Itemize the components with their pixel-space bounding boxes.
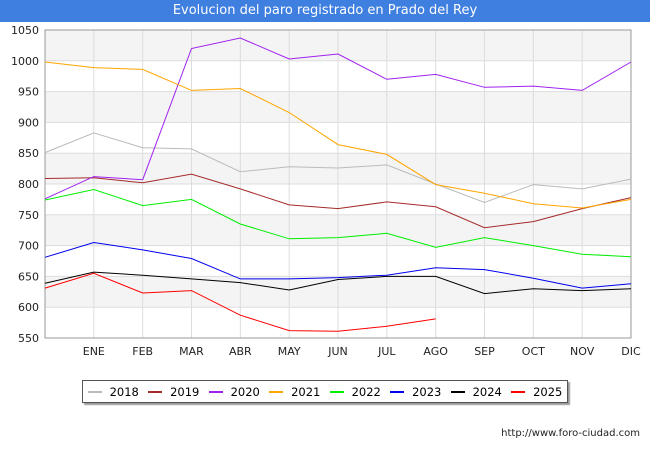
series-line-2025 xyxy=(44,272,436,332)
x-tick-label: AGO xyxy=(423,345,448,358)
plot-area-border xyxy=(44,29,632,339)
y-tick-label: 550 xyxy=(18,332,39,345)
legend-swatch xyxy=(450,390,465,393)
y-tick-label: 800 xyxy=(18,178,39,191)
y-tick-label: 1050 xyxy=(11,24,39,37)
x-tick-label: ABR xyxy=(229,345,252,358)
y-tick-label: 650 xyxy=(18,270,39,283)
legend-item-2020: 2020 xyxy=(208,384,260,399)
y-tick-label: 600 xyxy=(18,301,39,314)
legend-label: 2020 xyxy=(230,384,260,399)
legend-item-2018: 2018 xyxy=(87,384,139,399)
legend-label: 2025 xyxy=(533,384,563,399)
legend-swatch xyxy=(148,390,163,393)
legend-item-2025: 2025 xyxy=(511,385,562,399)
legend-swatch xyxy=(87,390,102,393)
x-tick-label: SEP xyxy=(474,345,495,358)
y-tick-label: 900 xyxy=(18,116,39,129)
series-line-2019 xyxy=(44,173,632,229)
series-line-2022 xyxy=(44,188,632,258)
legend-label: 2019 xyxy=(170,384,200,399)
x-tick-label: DIC xyxy=(621,345,641,358)
x-tick-label: MAY xyxy=(278,345,301,358)
source-label: http://www.foro-ciudad.com xyxy=(501,428,640,439)
x-tick-label: JUL xyxy=(377,345,396,358)
legend-label: 2022 xyxy=(351,384,381,399)
y-tick-label: 700 xyxy=(18,240,39,253)
legend-swatch xyxy=(390,390,405,393)
legend-label: 2018 xyxy=(109,384,139,399)
legend-item-2019: 2019 xyxy=(148,385,199,399)
legend-label: 2021 xyxy=(291,384,321,399)
legend-item-2024: 2024 xyxy=(450,384,502,399)
legend-label: 2023 xyxy=(412,384,442,399)
x-tick-label: MAR xyxy=(179,345,204,358)
legend-item-2022: 2022 xyxy=(329,384,381,399)
legend-swatch xyxy=(511,390,526,393)
x-tick-label: NOV xyxy=(570,345,595,358)
legend-item-2021: 2021 xyxy=(269,385,320,399)
legend-swatch xyxy=(329,390,344,393)
series-line-2021 xyxy=(44,61,632,209)
chart-title: Evolucion del paro registrado en Prado d… xyxy=(0,0,650,22)
x-tick-label: ENE xyxy=(83,345,105,358)
series-line-2020 xyxy=(44,37,632,200)
legend-item-2023: 2023 xyxy=(390,385,441,399)
y-tick-label: 1000 xyxy=(11,55,39,68)
legend-swatch xyxy=(269,390,284,393)
y-tick-label: 950 xyxy=(18,86,39,99)
legend-swatch xyxy=(208,390,223,393)
x-tick-label: JUN xyxy=(327,345,348,358)
series-line-2018 xyxy=(44,132,632,204)
y-tick-label: 850 xyxy=(18,147,39,160)
series-line-2023 xyxy=(44,241,632,289)
y-tick-label: 750 xyxy=(18,209,39,222)
x-tick-label: FEB xyxy=(132,345,153,358)
chart-legend: 2018 2019 2020 2021 2022 2023 2024 2025 xyxy=(82,380,568,403)
x-tick-label: OCT xyxy=(522,345,545,358)
series-line-2024 xyxy=(44,271,632,295)
legend-label: 2024 xyxy=(472,384,502,399)
